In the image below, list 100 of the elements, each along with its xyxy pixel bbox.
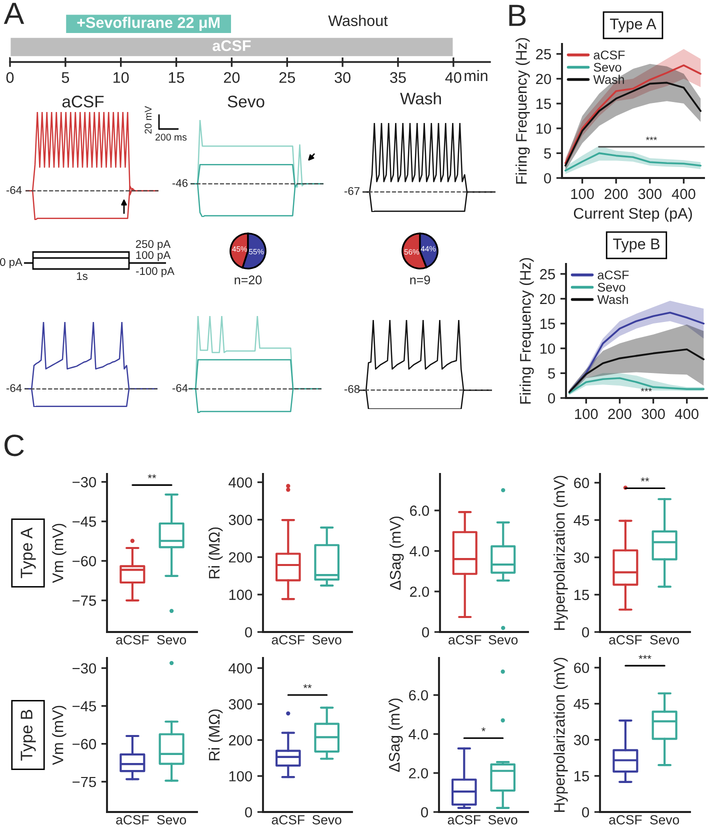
y-tick-label: 20 <box>540 294 556 304</box>
text: Type A <box>20 528 36 578</box>
y-tick-label: 30 <box>574 734 590 746</box>
y-tick-label: 5 <box>548 368 555 379</box>
y-axis-title: Firing Frequency (Hz) <box>516 38 530 184</box>
text: 100 pA <box>136 251 171 262</box>
annotation: *** <box>640 388 652 392</box>
text: n=9 <box>410 276 430 284</box>
y-tick-label: 45 <box>574 515 589 526</box>
y-tick-label: 6.0 <box>409 690 428 700</box>
y-axis-title: ΔSag (mV) <box>390 516 404 590</box>
y-tick-label: 15 <box>536 98 551 109</box>
y-axis-title: Vm (mV) <box>52 706 66 766</box>
x-tick-label: 400 <box>672 188 696 200</box>
annotation: ** <box>148 474 156 478</box>
y-tick-label: 0 <box>548 393 556 404</box>
text: 0 pA <box>0 258 22 268</box>
x-tick-label: aCSF <box>609 635 642 644</box>
y-tick-label: 0 <box>421 807 428 818</box>
y-tick-label: 60 <box>574 662 590 674</box>
y-tick-label: 5 <box>544 148 551 159</box>
data-label: +Sevoflurane 22 μM <box>77 16 220 31</box>
legend-label: Sevo <box>594 62 622 72</box>
annotation: Washout <box>328 14 388 26</box>
y-axis-title: Vm (mV) <box>52 524 66 584</box>
legend-label: Sevo <box>598 282 626 292</box>
y-tick-label: 0 <box>544 173 552 184</box>
legend-label: Wash <box>597 294 628 304</box>
annotation: ** <box>640 477 650 482</box>
y-tick-label: 15 <box>574 590 589 600</box>
x-tick-label: 200 <box>604 188 628 200</box>
text: n=20 <box>234 276 262 284</box>
y-tick-label: 100 <box>229 590 252 600</box>
y-tick-label: 0 <box>422 627 430 638</box>
y-tick-label: −60 <box>72 738 96 750</box>
chart-title: Type A <box>610 18 656 32</box>
x-axis-title: Current Step (pA) <box>574 208 692 222</box>
y-tick-label: −45 <box>72 701 96 712</box>
text: -64 <box>172 384 188 392</box>
x-tick-label: aCSF <box>272 815 304 824</box>
text: 250 pA <box>136 240 171 250</box>
y-tick-label: 400 <box>228 477 252 488</box>
data-label: aCSF <box>212 40 251 52</box>
x-tick-label: Sevo <box>312 635 342 644</box>
y-tick-label: 2.0 <box>409 768 428 778</box>
annotation: ** <box>303 684 312 688</box>
annotation: * <box>482 727 486 732</box>
y-tick-label: 10 <box>536 123 552 134</box>
chart-title: aCSF <box>62 96 104 108</box>
x-tick-label: aCSF <box>116 635 149 644</box>
y-tick-label: −30 <box>72 663 96 674</box>
y-tick-label: 2.0 <box>410 586 430 597</box>
y-tick-label: 30 <box>574 552 590 563</box>
annotation: *** <box>638 654 652 659</box>
y-axis-title: Hyperpolarization (mV) <box>554 476 568 630</box>
y-tick-label: 100 <box>229 771 252 782</box>
chart-title: Wash <box>400 92 441 104</box>
y-tick-label: 6.0 <box>410 506 430 516</box>
x-tick-label: 0 <box>6 72 14 83</box>
y-tick-label: −75 <box>72 776 96 788</box>
y-axis-title: ΔSag (mV) <box>388 698 403 772</box>
y-axis-title: Firing Frequency (Hz) <box>520 258 534 404</box>
y-tick-label: 25 <box>536 49 551 60</box>
annotation: A <box>4 2 24 24</box>
text: C <box>4 434 24 456</box>
y-tick-label: 60 <box>574 478 590 488</box>
legend-label: aCSF <box>594 50 625 60</box>
annotation: 200 ms <box>156 134 187 141</box>
y-tick-label: 15 <box>574 771 589 782</box>
x-tick-label: 10 <box>114 72 129 83</box>
x-tick-label: aCSF <box>609 815 642 824</box>
y-tick-label: 0 <box>582 807 590 818</box>
legend-label: Wash <box>593 74 624 84</box>
chart-title: Sevo <box>228 96 264 108</box>
text: -46 <box>172 179 188 187</box>
annotation: -68 <box>344 385 360 393</box>
x-tick-label: aCSF <box>272 635 304 644</box>
y-tick-label: 25 <box>540 269 555 280</box>
annotation: *** <box>646 136 657 140</box>
y-axis-title: Hyperpolarization (mV) <box>554 658 568 812</box>
x-tick-label: 300 <box>642 408 665 420</box>
x-tick-label: 15 <box>168 72 184 83</box>
y-tick-label: 0 <box>245 627 252 638</box>
y-axis-title: Ri (MΩ) <box>208 709 223 760</box>
x-axis-title: min <box>464 70 488 82</box>
x-tick-label: 35 <box>390 72 406 83</box>
x-tick-label: 300 <box>638 188 662 200</box>
x-tick-label: Sevo <box>488 635 518 644</box>
chart-title: Type B <box>613 238 660 252</box>
x-tick-label: 30 <box>334 72 350 83</box>
text: B <box>509 4 526 26</box>
x-tick-label: Sevo <box>488 815 518 824</box>
text: -64 <box>6 186 22 194</box>
text: 1s <box>76 272 88 280</box>
y-tick-label: 200 <box>228 552 252 563</box>
legend-label: aCSF <box>598 270 629 280</box>
x-tick-label: aCSF <box>116 815 149 824</box>
x-tick-label: aCSF <box>448 815 480 824</box>
y-tick-label: −30 <box>72 477 96 488</box>
x-tick-label: 400 <box>675 408 698 420</box>
